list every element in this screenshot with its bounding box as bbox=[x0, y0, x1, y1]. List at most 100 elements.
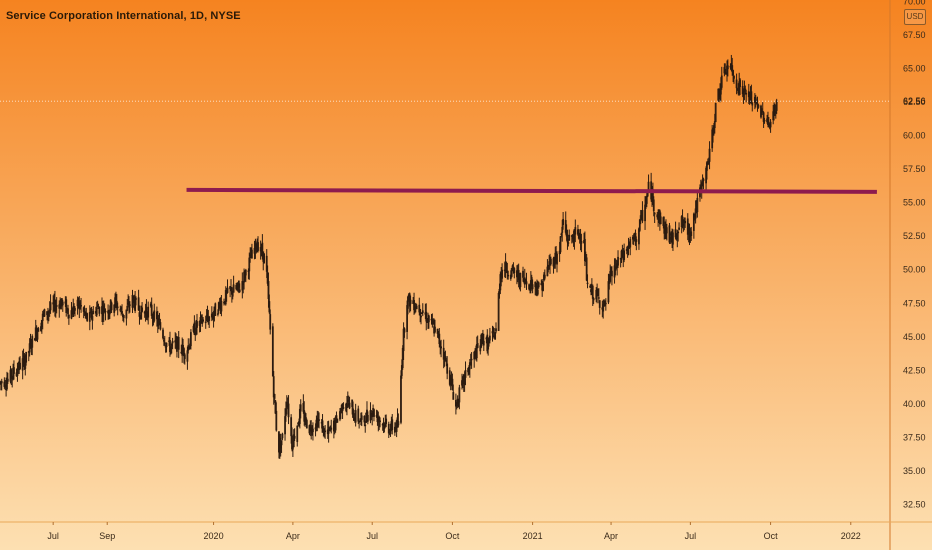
candle-body bbox=[74, 308, 76, 311]
time-tick-label: 2020 bbox=[204, 531, 224, 541]
candle-body bbox=[763, 119, 766, 122]
candle-body bbox=[25, 351, 28, 363]
time-tick-label: Jul bbox=[366, 531, 378, 541]
candle-body bbox=[566, 234, 569, 243]
candle-body bbox=[202, 319, 205, 322]
candle-body bbox=[537, 282, 540, 288]
candle-body bbox=[751, 102, 754, 106]
candle-body bbox=[186, 350, 189, 362]
support-trend-line[interactable] bbox=[186, 187, 877, 194]
candle-body bbox=[183, 354, 186, 360]
candle-body bbox=[122, 315, 125, 319]
candle-body bbox=[280, 440, 283, 446]
candle-body bbox=[769, 121, 772, 128]
candle-body bbox=[665, 227, 668, 234]
candle-body bbox=[251, 249, 253, 259]
candle-body bbox=[400, 375, 402, 423]
candle-body bbox=[162, 329, 164, 339]
candle-body bbox=[55, 305, 58, 307]
candle-body bbox=[690, 231, 693, 236]
candle-body bbox=[61, 301, 64, 306]
candle-body bbox=[744, 88, 747, 91]
candle-body bbox=[238, 289, 241, 293]
candle-body bbox=[591, 285, 594, 299]
candle-body bbox=[762, 112, 765, 122]
candle-body bbox=[116, 306, 119, 308]
candlestick-series bbox=[0, 54, 778, 459]
candle-body bbox=[324, 430, 327, 433]
time-tick-label: 2022 bbox=[841, 531, 861, 541]
candle-body bbox=[226, 287, 229, 293]
time-tick-label: Oct bbox=[764, 531, 779, 541]
candle-body bbox=[291, 447, 294, 450]
candle-body bbox=[525, 281, 528, 285]
candle-body bbox=[135, 298, 137, 300]
candle-body bbox=[110, 302, 113, 311]
candle-body bbox=[641, 209, 644, 222]
candle-body bbox=[494, 332, 497, 340]
candle-body bbox=[427, 315, 430, 323]
candle-body bbox=[745, 93, 748, 95]
time-axis[interactable]: Jul Sep 2020 Apr Jul Oct 2021 Apr Jul Oct 2022 bbox=[47, 522, 861, 541]
time-tick-label: Oct bbox=[445, 531, 460, 541]
candle-body bbox=[580, 241, 583, 244]
time-tick-label: Sep bbox=[99, 531, 115, 541]
candle-body bbox=[672, 232, 674, 245]
candle-body bbox=[519, 272, 522, 288]
candle-body bbox=[495, 328, 497, 332]
price-axis[interactable]: 32.50 35.00 37.50 40.00 42.50 45.00 47.50 50.00… bbox=[903, 0, 926, 510]
candle-body bbox=[299, 404, 302, 412]
candle-body bbox=[196, 321, 198, 328]
support-line-layer[interactable] bbox=[186, 187, 877, 194]
candle-body bbox=[41, 313, 44, 321]
price-tick-label: 60.00 bbox=[903, 131, 926, 141]
candle-body bbox=[507, 274, 510, 277]
candle-body bbox=[141, 307, 143, 312]
time-tick-label: Jul bbox=[685, 531, 697, 541]
candle-body bbox=[269, 314, 272, 330]
price-tick-label: 67.50 bbox=[903, 30, 926, 40]
candle-body bbox=[464, 369, 467, 378]
candle-body bbox=[543, 274, 546, 279]
candle-body bbox=[65, 299, 68, 313]
candle-body bbox=[724, 68, 727, 74]
candle-body bbox=[611, 270, 613, 277]
time-tick-label: Apr bbox=[286, 531, 300, 541]
candle-body bbox=[568, 234, 571, 241]
candle-body bbox=[732, 70, 734, 76]
candle-body bbox=[706, 162, 708, 171]
candle-body bbox=[754, 97, 757, 102]
candle-body bbox=[379, 420, 381, 422]
candle-body bbox=[415, 305, 418, 310]
candle-body bbox=[659, 216, 662, 224]
candle-body bbox=[13, 367, 15, 374]
candle-body bbox=[265, 255, 268, 272]
candle-body bbox=[425, 311, 428, 322]
candle-body bbox=[126, 305, 129, 311]
candle-body bbox=[268, 301, 271, 313]
candle-body bbox=[43, 309, 46, 317]
candle-body bbox=[735, 79, 738, 89]
candle-body bbox=[420, 315, 422, 318]
candle-body bbox=[677, 231, 680, 234]
candle-body bbox=[739, 79, 741, 88]
candle-body bbox=[232, 284, 235, 293]
candle-body bbox=[440, 346, 442, 349]
candle-body bbox=[214, 303, 217, 316]
currency-unit-button[interactable]: USD bbox=[904, 9, 926, 25]
candle-body bbox=[542, 282, 544, 292]
candle-body bbox=[67, 314, 70, 319]
candle-body bbox=[602, 304, 605, 312]
candle-body bbox=[104, 310, 107, 313]
price-tick-label: 52.50 bbox=[903, 231, 926, 241]
candle-body bbox=[37, 328, 40, 332]
candle-body bbox=[733, 75, 735, 79]
candle-body bbox=[357, 408, 360, 422]
candle-body bbox=[267, 281, 270, 300]
candle-body bbox=[364, 424, 367, 427]
candle-body bbox=[150, 304, 153, 316]
candle-body bbox=[604, 302, 607, 305]
candle-body bbox=[556, 253, 558, 265]
